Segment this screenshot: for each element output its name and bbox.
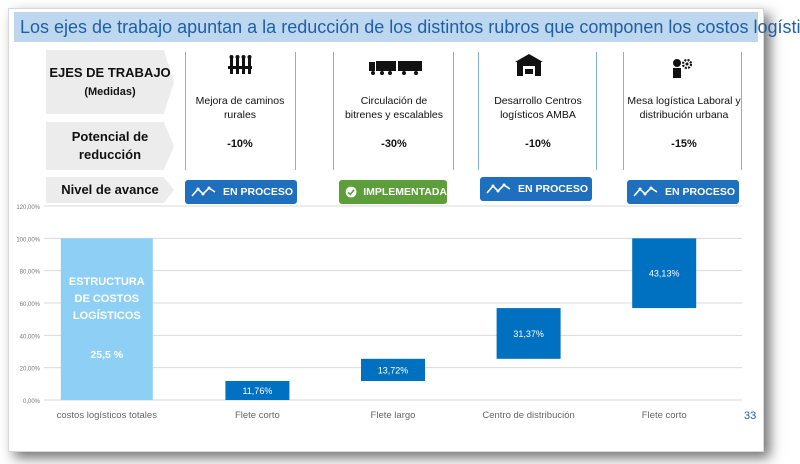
y-tick-label: 20,00% xyxy=(20,367,41,373)
worker-gear-icon xyxy=(673,58,693,78)
medida-1-line2: rurales xyxy=(223,109,257,122)
data-label: 13,72% xyxy=(378,365,409,375)
column-divider xyxy=(741,52,742,170)
status-badge-2: IMPLEMENTADA xyxy=(339,180,447,204)
medida-4-text: Mesa logística Laboral y distribución urb… xyxy=(624,94,744,122)
category-label: Flete corto xyxy=(642,410,687,421)
medida-4-line1: Mesa logística Laboral y xyxy=(627,95,741,107)
medida-3-line1: Desarrollo Centros xyxy=(494,95,582,107)
status-badge-3: EN PROCESO xyxy=(480,177,592,201)
medida-3-text: Desarrollo Centros logísticos AMBA xyxy=(478,94,598,122)
potencial-label-line2: reducción xyxy=(78,147,142,162)
trend-line-icon xyxy=(486,183,511,194)
medidas-label: (Medidas) xyxy=(84,85,136,98)
status-1-label: EN PROCESO xyxy=(223,186,294,198)
data-label: 31,37% xyxy=(513,329,544,339)
bar-title-label: DE COSTOS xyxy=(75,293,140,305)
waterfall-bar xyxy=(632,238,697,309)
waterfall-bar xyxy=(496,308,561,359)
y-tick-label: 0,00% xyxy=(23,399,41,405)
y-tick-label: 120,00% xyxy=(16,205,40,211)
column-divider xyxy=(333,52,334,170)
data-label: 25,5 % xyxy=(90,349,123,361)
y-tick-label: 60,00% xyxy=(20,302,41,308)
column-divider xyxy=(453,52,454,170)
waterfall-bar xyxy=(225,380,290,400)
waterfall-bar xyxy=(60,238,153,400)
trend-line-icon xyxy=(633,186,658,197)
medida-1-line1: Mejora de caminos xyxy=(195,95,285,107)
trend-line-icon xyxy=(191,186,216,197)
ejes-label-cell: EJES DE TRABAJO (Medidas) xyxy=(46,50,174,114)
category-label: Flete corto xyxy=(235,410,280,421)
y-tick-label: 80,00% xyxy=(20,270,41,276)
bar-title-label: LOGÍSTICOS xyxy=(73,309,141,322)
check-badge-icon xyxy=(345,186,357,198)
y-tick-label: 100,00% xyxy=(16,237,40,243)
status-badge-1: EN PROCESO xyxy=(185,180,297,204)
category-label: Centro de distribución xyxy=(482,410,574,421)
data-label: 43,13% xyxy=(649,269,680,279)
potencial-2: -30% xyxy=(381,138,407,150)
medida-3-line2: logísticos AMBA xyxy=(500,109,576,122)
potencial-label-cell: Potencial de reducción xyxy=(46,122,174,170)
medida-2-line2: bitrenes y escalables xyxy=(344,109,444,122)
medida-2-text: Circulación de bitrenes y escalables xyxy=(334,94,454,122)
column-divider xyxy=(623,52,624,170)
waterfall-bar xyxy=(361,358,425,381)
slide-title: Los ejes de trabajo apuntan a la reducci… xyxy=(20,17,800,37)
warehouse-icon xyxy=(515,54,543,76)
data-label: 11,76% xyxy=(242,386,272,396)
potencial-label-line1: Potencial de xyxy=(71,129,149,145)
nivel-label: Nivel de avance xyxy=(61,182,159,198)
page-number: 33 xyxy=(744,410,757,422)
medida-4-line2: distribución urbana xyxy=(639,109,729,122)
category-label: costos logísticos totales xyxy=(57,410,158,421)
medida-2-line1: Circulación de xyxy=(360,95,428,107)
title-bar xyxy=(14,12,758,42)
status-badge-4: EN PROCESO xyxy=(627,180,739,204)
potencial-1: -10% xyxy=(227,138,253,150)
y-tick-label: 40,00% xyxy=(20,334,41,340)
ejes-label: EJES DE TRABAJO xyxy=(49,65,171,81)
medida-1-text: Mejora de caminos rurales xyxy=(180,94,300,122)
road-barrier-icon xyxy=(228,55,252,74)
column-divider xyxy=(478,52,479,170)
nivel-label-cell: Nivel de avance xyxy=(46,177,174,203)
status-3-label: EN PROCESO xyxy=(518,183,589,195)
column-divider xyxy=(185,52,186,170)
status-2-label: IMPLEMENTADA xyxy=(363,186,447,198)
category-label: Flete largo xyxy=(371,410,416,421)
status-4-label: EN PROCESO xyxy=(665,186,736,198)
potencial-3: -10% xyxy=(525,138,551,150)
truck-icon xyxy=(369,61,422,75)
bar-title-label: ESTRUCTURA xyxy=(69,276,145,288)
potencial-4: -15% xyxy=(671,138,697,150)
column-divider xyxy=(596,52,597,170)
column-divider xyxy=(295,52,296,170)
